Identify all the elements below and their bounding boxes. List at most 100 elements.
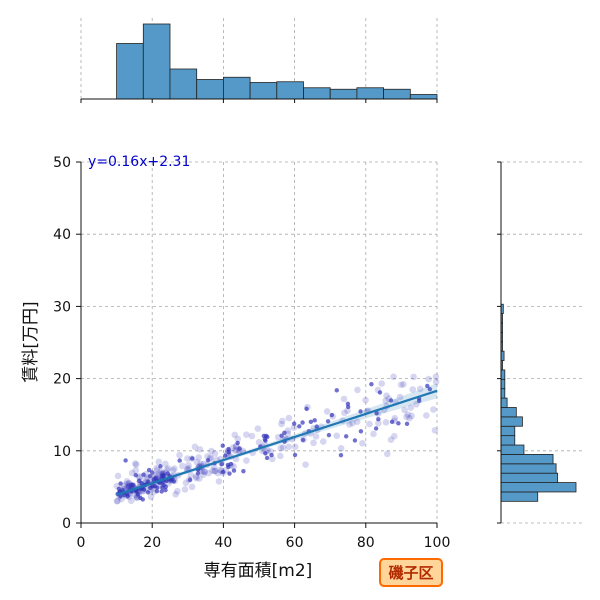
scatter-point — [207, 455, 215, 463]
scatter-point — [345, 404, 351, 410]
scatter-point — [232, 443, 240, 450]
x-axis-label: 専有面積[m2] — [204, 561, 313, 581]
scatter-point — [292, 452, 298, 458]
scatter-point — [267, 448, 275, 455]
scatter-point — [304, 403, 311, 411]
scatter-point — [388, 398, 394, 403]
right-hist-bar — [500, 491, 539, 502]
scatter-point — [171, 477, 179, 485]
scatter-point — [147, 474, 153, 479]
scatter-point — [215, 478, 223, 485]
scatter-point — [430, 406, 437, 413]
scatter-point — [145, 490, 151, 495]
scatter-point — [297, 424, 302, 429]
scatter-point — [181, 486, 189, 493]
scatter-point — [162, 460, 169, 468]
scatter-point — [370, 430, 377, 438]
scatter-point — [410, 373, 417, 381]
scatter-point — [125, 491, 130, 497]
y-tick-label: 10 — [53, 444, 71, 460]
scatter-point — [179, 462, 186, 470]
scatter-point — [211, 467, 218, 475]
scatter-point — [235, 446, 243, 454]
x-tick-label: 80 — [357, 535, 375, 551]
scatter-points — [113, 373, 440, 505]
scatter-point — [384, 450, 391, 458]
scatter-point — [423, 412, 430, 419]
scatter-point — [198, 468, 206, 475]
scatter-point — [397, 381, 405, 389]
scatter-point — [291, 421, 297, 426]
right-hist-bar — [500, 482, 577, 493]
scatter-point — [375, 419, 382, 427]
scatter-point — [149, 470, 155, 475]
scatter-point — [407, 404, 415, 411]
scatter-point — [353, 418, 361, 426]
scatter-point — [325, 419, 331, 424]
scatter-point — [285, 414, 293, 422]
scatter-point — [172, 491, 179, 498]
scatter-point — [184, 455, 191, 462]
scatter-point — [153, 466, 161, 474]
scatter-point — [416, 398, 422, 404]
scatter-point — [285, 443, 293, 451]
scatter-point — [389, 419, 395, 424]
scatter-point — [220, 443, 225, 448]
right-hist-bar — [500, 416, 523, 427]
scatter-point — [378, 380, 386, 387]
scatter-point — [291, 443, 299, 451]
scatter-point — [219, 462, 224, 467]
scatter-point — [158, 471, 166, 478]
scatter-point — [123, 480, 130, 488]
scatter-point — [133, 472, 139, 478]
scatter-point — [118, 481, 123, 486]
right-hist-bar — [500, 444, 525, 455]
scatter-point — [191, 443, 199, 451]
scatter-point — [164, 465, 172, 472]
y-axis-label: 賃料[万円] — [21, 301, 41, 382]
scatter-point — [197, 460, 205, 468]
top-hist-bar — [249, 82, 278, 100]
scatter-point — [323, 408, 331, 415]
scatter-point — [329, 412, 335, 418]
scatter-point — [425, 383, 430, 389]
scatter-point — [279, 444, 287, 451]
scatter-point — [362, 396, 369, 404]
scatter-point — [224, 448, 232, 456]
scatter-point — [396, 393, 404, 401]
scatter-point — [225, 462, 231, 468]
scatter-point — [153, 471, 160, 478]
scatter-point — [201, 468, 208, 476]
scatter-point — [319, 438, 327, 445]
scatter-point — [390, 373, 397, 381]
scatter-point — [366, 420, 373, 428]
scatter-point — [269, 452, 274, 458]
scatter-point — [185, 476, 193, 484]
scatter-point — [113, 498, 121, 505]
scatter-point — [163, 484, 168, 489]
scatter-point — [160, 473, 165, 478]
scatter-point — [312, 418, 317, 423]
scatter-point — [224, 447, 232, 454]
scatter-point — [400, 381, 407, 388]
regression-line — [116, 383, 438, 498]
y-tick-label: 0 — [62, 516, 71, 532]
x-tick-label: 20 — [143, 535, 161, 551]
regression-line-path — [116, 389, 438, 496]
scatter-point — [163, 466, 171, 474]
scatter-point — [188, 483, 196, 491]
scatter-point — [132, 461, 140, 469]
scatter-point — [152, 484, 158, 489]
scatter-point — [229, 444, 237, 451]
tick-labels: 0 20 40 60 80 100 0 10 20 30 40 50 — [53, 155, 450, 551]
scatter-point — [196, 475, 203, 482]
top-hist-bar — [222, 76, 251, 100]
scatter-point — [208, 447, 215, 455]
top-hist-bar — [383, 88, 411, 100]
scatter-point — [337, 445, 345, 452]
scatter-point — [118, 494, 123, 499]
scatter-point — [141, 472, 146, 477]
scatter-point — [123, 458, 128, 463]
scatter-point — [135, 488, 142, 496]
